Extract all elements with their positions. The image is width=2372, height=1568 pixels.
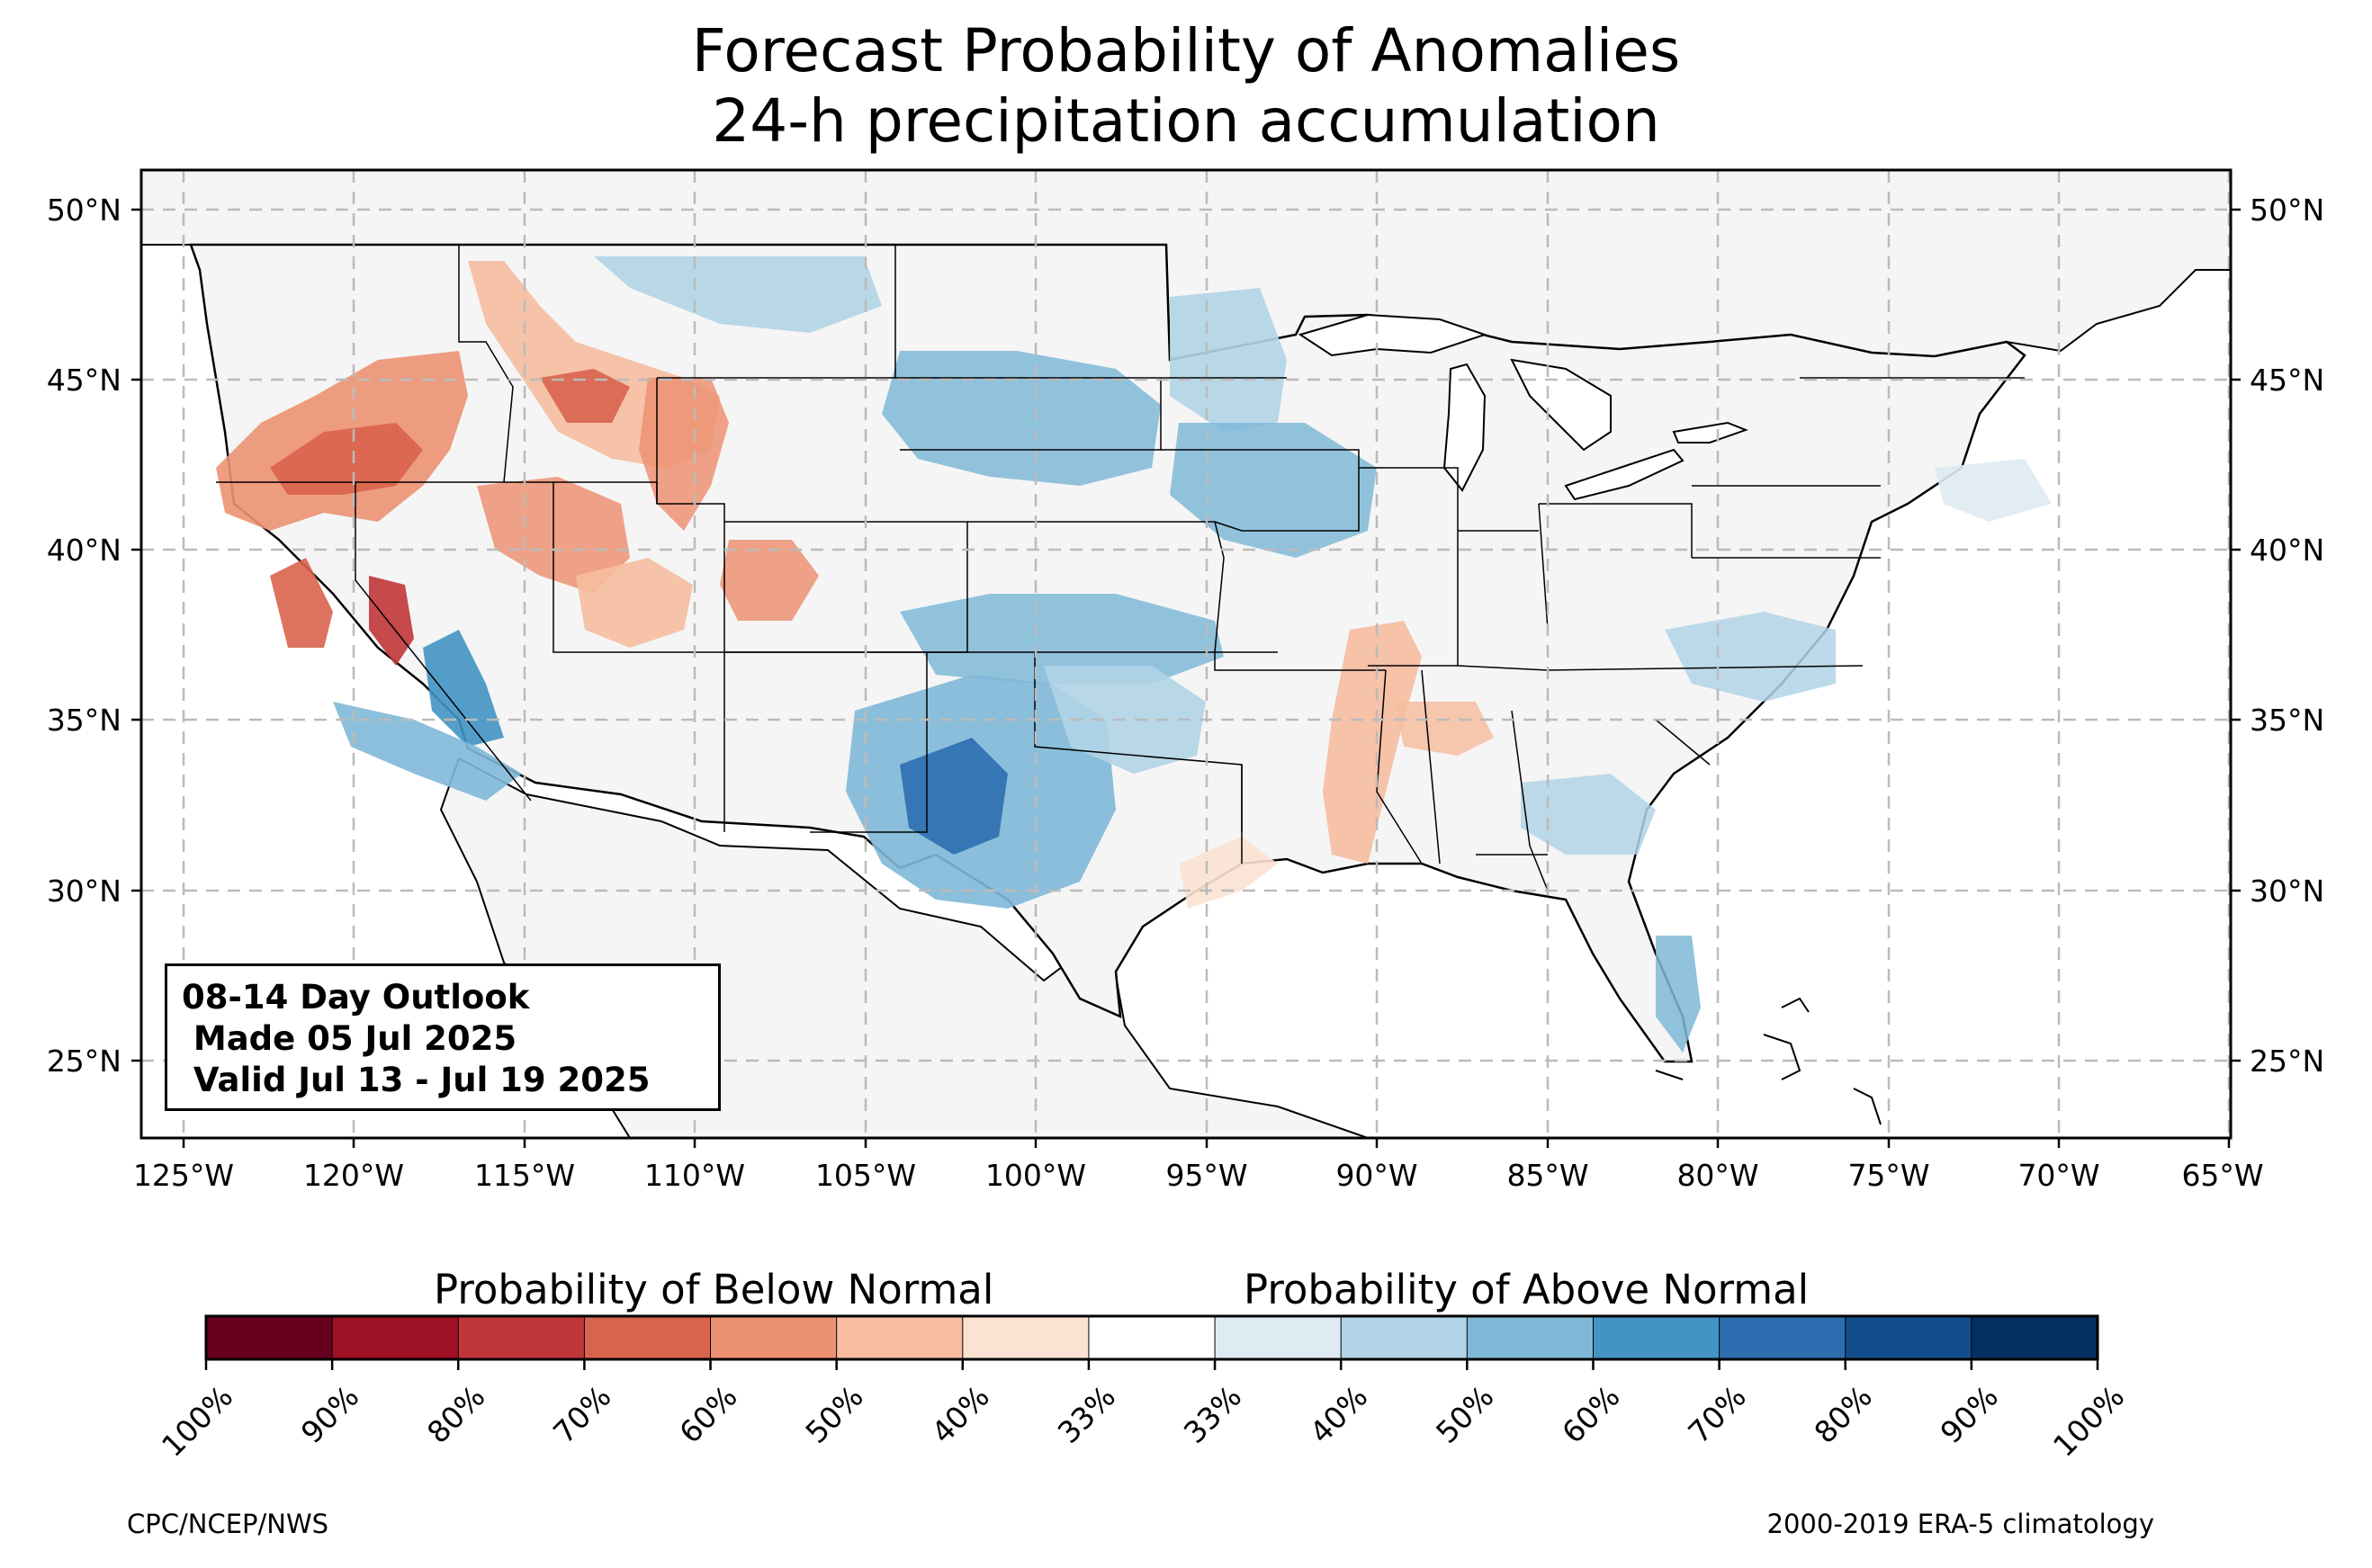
lake-erie [1564,448,1685,501]
lon-label: 120°W [303,1158,404,1193]
colorbar-swatch [206,1316,333,1359]
longitude-labels: 125°W 120°W 115°W 110°W 105°W 100°W 95°W… [133,1158,2264,1193]
anomaly-central-california [270,558,333,648]
lon-label: 115°W [474,1158,575,1193]
colorbar-tick-label: 80% [1807,1379,1878,1450]
state-boundaries [216,245,2025,892]
colorbar-swatch [836,1316,964,1359]
lon-label: 80°W [1676,1158,1758,1193]
outlook-period: 08-14 Day Outlook [182,978,530,1017]
colorbar-swatch [1971,1316,2098,1359]
anomaly-florida [1656,936,1701,1053]
lon-label: 110°W [644,1158,745,1193]
anomaly-mississippi [1323,621,1422,864]
anomaly-wyoming [639,378,729,531]
anomaly-sierra [369,576,414,666]
lat-label: 35°N [2250,703,2324,738]
anomaly-mid-atlantic [1665,612,1836,702]
outlook-valid-range: Valid Jul 13 - Jul 19 2025 [182,1061,651,1099]
colorbar-swatch [584,1316,712,1359]
colorbar-swatch [1719,1316,1846,1359]
lon-label: 105°W [815,1158,916,1193]
lat-label: 45°N [2250,363,2324,398]
lon-label: 75°W [1847,1158,1929,1193]
footer-source: CPC/NCEP/NWS [127,1509,329,1539]
colorbar-swatch [962,1316,1090,1359]
anomaly-minnesota [1170,288,1287,432]
lat-label: 45°N [47,363,121,398]
colorbar-tick-label: 90% [294,1379,365,1450]
anomaly-southern-california [333,702,522,801]
lon-label: 65°W [2181,1158,2263,1193]
colorbar-tick-label: 60% [1555,1379,1626,1450]
map-subtitle: 24-h precipitation accumulation [712,86,1660,156]
lat-label: 30°N [2250,874,2324,909]
colorbar-tick-label: 70% [1681,1379,1752,1450]
lake-huron [1510,358,1612,452]
anomaly-montana-north [594,256,882,333]
lake-michigan [1442,363,1487,492]
lat-label: 50°N [2250,193,2324,228]
lat-label: 40°N [47,533,121,568]
colorbar-swatch [1845,1316,1972,1359]
lon-label: 70°W [2017,1158,2099,1193]
islands [1655,997,1882,1125]
colorbar-swatch [1088,1316,1216,1359]
colorbar-tick-label: 90% [1934,1379,2005,1450]
anomaly-tennessee [1395,702,1494,756]
anomaly-kansas [900,594,1224,684]
colorbar-tick-label: 40% [925,1379,996,1450]
colorbar-tick-label: 60% [672,1379,743,1450]
colorbar-swatch [332,1316,459,1359]
lat-label: 40°N [2250,533,2324,568]
map-title: Forecast Probability of Anomalies [691,16,1681,85]
colorbar-tick-label: 50% [1429,1379,1500,1450]
anomaly-dakotas [882,351,1161,486]
map-frame [139,168,2233,1140]
colorbar-tick-label: 40% [1303,1379,1374,1450]
lat-label: 35°N [47,703,121,738]
lat-label: 30°N [47,874,121,909]
colorbar-tick-label: 33% [1051,1379,1122,1450]
colorbar-swatch [1341,1316,1468,1359]
axis-ticks [131,208,2241,1148]
lat-label: 25°N [2250,1044,2324,1079]
lon-label: 125°W [133,1158,234,1193]
colorbar-tick-label: 100% [2046,1379,2131,1464]
colorbar-swatch [1215,1316,1342,1359]
latitude-labels-left: 50°N 45°N 40°N 35°N 30°N 25°N [47,193,121,1079]
anomaly-southeast [1521,774,1656,855]
colorbar-tick-label: 70% [546,1379,617,1450]
lat-label: 50°N [47,193,121,228]
lon-label: 100°W [985,1158,1086,1193]
colorbar-tick-label: 100% [155,1379,239,1464]
lon-label: 85°W [1506,1158,1588,1193]
anomaly-eastern-colorado [720,540,819,621]
colorbar-swatch [1467,1316,1594,1359]
lon-label: 95°W [1165,1158,1247,1193]
colorbar-tick-label: 50% [798,1379,869,1450]
colorbar-swatch [458,1316,585,1359]
latitude-labels-right: 50°N 45°N 40°N 35°N 30°N 25°N [2250,193,2324,1079]
outlook-made-date: Made 05 Jul 2025 [182,1019,517,1058]
footer-climatology: 2000-2019 ERA-5 climatology [1766,1509,2154,1539]
anomaly-oregon-core [270,423,423,495]
colorbar-swatch [710,1316,838,1359]
colorbar-below-label: Probability of Below Normal [434,1266,994,1313]
lake-ontario [1672,421,1748,444]
anomaly-colorado [576,558,693,648]
outlook-info-box: 08-14 Day Outlook Made 05 Jul 2025 Valid… [165,963,721,1111]
colorbar [206,1316,2098,1359]
colorbar-above-label: Probability of Above Normal [1244,1266,1810,1313]
lat-label: 25°N [47,1044,121,1079]
anomaly-new-england [1935,459,2052,522]
lake-superior [1298,313,1488,357]
lon-label: 90°W [1335,1158,1417,1193]
colorbar-tick-label: 33% [1177,1379,1248,1450]
colorbar-swatch [1593,1316,1721,1359]
colorbar-tick-label: 80% [420,1379,491,1450]
anomaly-nevada [423,630,504,747]
anomaly-montana-core [540,369,630,423]
